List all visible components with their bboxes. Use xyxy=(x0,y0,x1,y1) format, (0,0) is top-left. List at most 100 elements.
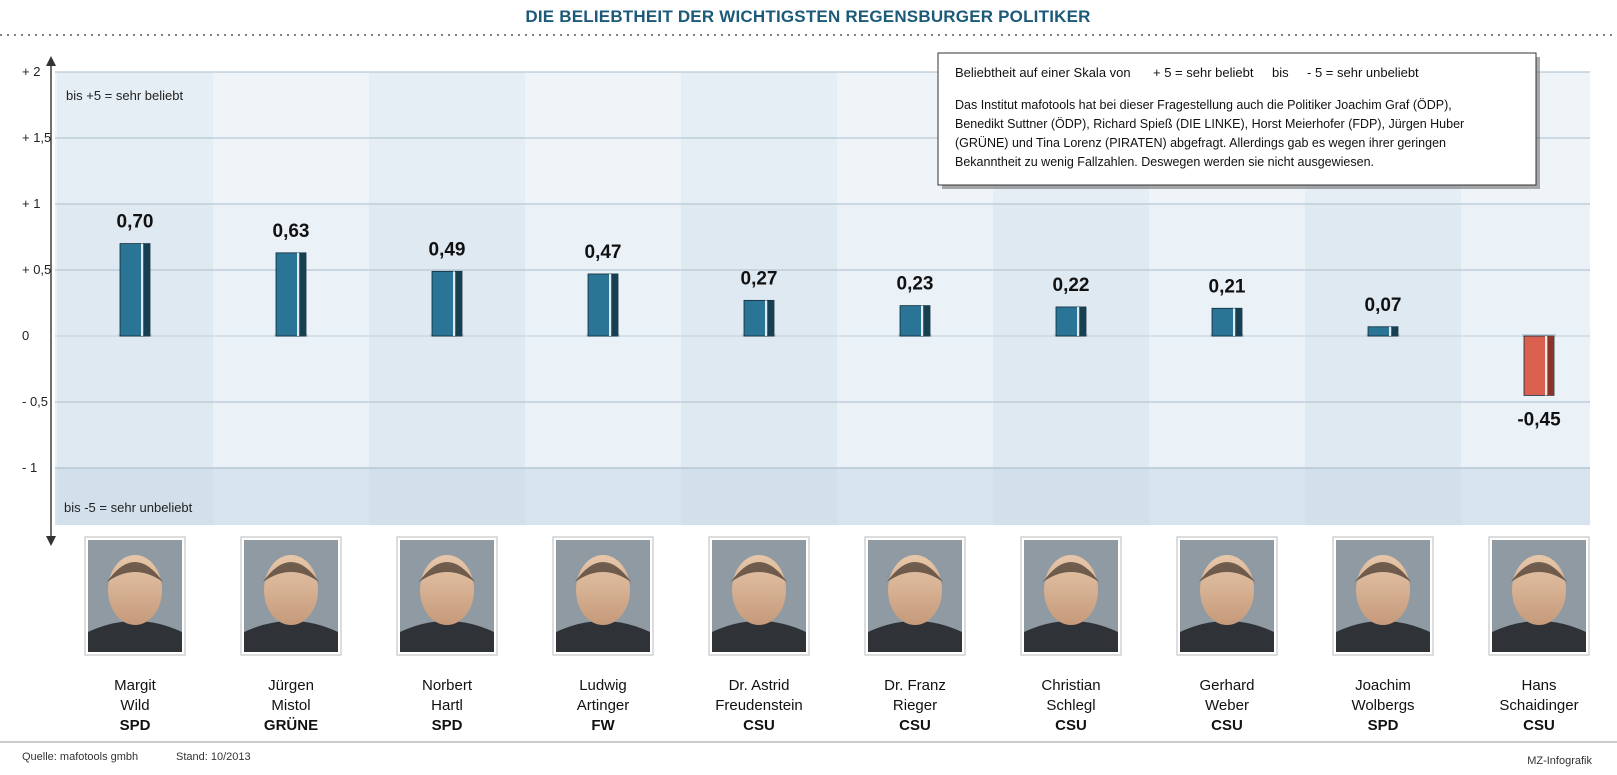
politician-party: CSU xyxy=(899,717,931,734)
portrait-hair xyxy=(1199,562,1255,582)
info-box-header-part: bis xyxy=(1272,65,1289,80)
politician: Jürgen Mistol GRÜNE xyxy=(240,536,342,734)
bar-shade xyxy=(1236,308,1242,336)
value-label: 0,49 xyxy=(429,239,466,260)
value-label: 0,23 xyxy=(897,274,934,295)
politician: Joachim Wolbergs SPD xyxy=(1332,536,1434,734)
politician-party: CSU xyxy=(1523,717,1555,734)
politician-name-line: Freudenstein xyxy=(715,697,803,714)
bar-highlight xyxy=(921,305,923,336)
politician-name-line: Margit xyxy=(114,677,157,694)
value-label: 0,21 xyxy=(1209,276,1246,297)
portrait-shoulders xyxy=(1492,621,1586,652)
y-tick-label: - 1 xyxy=(22,460,37,475)
column-band xyxy=(681,72,837,525)
bar-shade xyxy=(924,305,930,336)
politician-name-line: Schaidinger xyxy=(1499,697,1578,714)
politician-name-line: Wild xyxy=(120,697,149,714)
bar-shade xyxy=(300,252,306,336)
value-label: 0,22 xyxy=(1053,275,1090,296)
footer-source: Quelle: mafotools gmbh xyxy=(22,751,138,763)
value-label: -0,45 xyxy=(1517,409,1561,430)
portrait-hair xyxy=(263,562,319,582)
annotation-bottom: bis -5 = sehr unbeliebt xyxy=(64,500,193,515)
politician-name-line: Weber xyxy=(1205,697,1249,714)
politician: Ludwig Artinger FW xyxy=(552,536,654,734)
portrait-shoulders xyxy=(712,621,806,652)
info-box-text-line: (GRÜNE) und Tina Lorenz (PIRATEN) abgefr… xyxy=(955,136,1446,150)
politician-name-line: Gerhard xyxy=(1199,677,1254,694)
politician: Norbert Hartl SPD xyxy=(396,536,498,734)
politician-name-line: Schlegl xyxy=(1046,697,1095,714)
portrait-shoulders xyxy=(556,621,650,652)
politician-name-line: Dr. Franz xyxy=(884,677,946,694)
politicians: Margit Wild SPD Jürgen Mistol GRÜNE Norbert Har… xyxy=(84,536,1590,734)
bar-highlight xyxy=(1545,336,1547,396)
y-tick-label: + 2 xyxy=(22,64,40,79)
politician-name-line: Norbert xyxy=(422,677,473,694)
info-box-text-line: Das Institut mafotools hat bei dieser Fr… xyxy=(955,98,1452,112)
y-tick-label: + 1 xyxy=(22,196,40,211)
portrait-shoulders xyxy=(1180,621,1274,652)
politician: Hans Schaidinger CSU xyxy=(1488,536,1590,734)
value-label: 0,27 xyxy=(741,268,778,289)
value-label: 0,63 xyxy=(273,221,310,242)
politician-name-line: Jürgen xyxy=(268,677,314,694)
bar-highlight xyxy=(297,252,299,336)
bar-shade xyxy=(1548,336,1554,396)
y-tick-label: - 0,5 xyxy=(22,394,48,409)
portrait-shoulders xyxy=(400,621,494,652)
y-axis-arrow-down xyxy=(46,536,56,546)
politician: Margit Wild SPD xyxy=(84,536,186,734)
portrait-hair xyxy=(419,562,475,582)
y-tick-label: + 1,5 xyxy=(22,130,51,145)
politician-party: CSU xyxy=(1211,717,1243,734)
portrait-hair xyxy=(731,562,787,582)
bar-shade xyxy=(768,300,774,336)
bar-shade xyxy=(612,273,618,336)
politician-party: GRÜNE xyxy=(264,717,318,734)
politician-name-line: Ludwig xyxy=(579,677,627,694)
chart-title: DIE BELIEBTHEIT DER WICHTIGSTEN REGENSBU… xyxy=(525,7,1090,26)
politician-party: CSU xyxy=(743,717,775,734)
portrait-shoulders xyxy=(1024,621,1118,652)
portrait-shoulders xyxy=(868,621,962,652)
portrait-hair xyxy=(107,562,163,582)
footer: Quelle: mafotools gmbh Stand: 10/2013 MZ-I… xyxy=(0,741,1617,767)
politician: Christian Schlegl CSU xyxy=(1020,536,1122,734)
politician-party: SPD xyxy=(120,717,151,734)
footer-credit: MZ-Infografik xyxy=(1527,755,1592,767)
politician-name-line: Hartl xyxy=(431,697,463,714)
bar-highlight xyxy=(453,271,455,336)
info-box-header-part: - 5 = sehr unbeliebt xyxy=(1307,65,1419,80)
bar-highlight xyxy=(1077,306,1079,336)
portrait-hair xyxy=(575,562,631,582)
bar-shade xyxy=(144,243,150,336)
politician-name-line: Dr. Astrid xyxy=(729,677,790,694)
politician: Gerhard Weber CSU xyxy=(1176,536,1278,734)
politician-name-line: Rieger xyxy=(893,697,937,714)
y-axis: + 2 + 1,5 + 1 + 0,5 0 - 0,5 - 1 bis +5 = sehr b… xyxy=(22,56,193,546)
politician-party: CSU xyxy=(1055,717,1087,734)
info-box-frame xyxy=(937,52,1537,186)
politician-name-line: Hans xyxy=(1521,677,1556,694)
portrait-hair xyxy=(1355,562,1411,582)
bar-highlight xyxy=(1389,326,1391,336)
value-label: 0,07 xyxy=(1365,295,1402,316)
y-tick-label: + 0,5 xyxy=(22,262,51,277)
info-box-text-line: Bekanntheit zu wenig Fallzahlen. Deswege… xyxy=(955,155,1374,169)
bars xyxy=(118,243,1556,396)
politician-name-line: Wolbergs xyxy=(1351,697,1414,714)
politician-party: SPD xyxy=(1368,717,1399,734)
politician: Dr. Astrid Freudenstein CSU xyxy=(708,536,810,734)
bar-highlight xyxy=(765,300,767,336)
portrait-hair xyxy=(1043,562,1099,582)
info-box-header-part: + 5 = sehr beliebt xyxy=(1153,65,1254,80)
bar-shade xyxy=(1392,326,1398,336)
politician-name-line: Artinger xyxy=(577,697,630,714)
value-label: 0,70 xyxy=(117,212,154,233)
info-box-text-line: Benedikt Suttner (ÖDP), Richard Spieß (D… xyxy=(955,117,1464,131)
bar-shade xyxy=(456,271,462,336)
